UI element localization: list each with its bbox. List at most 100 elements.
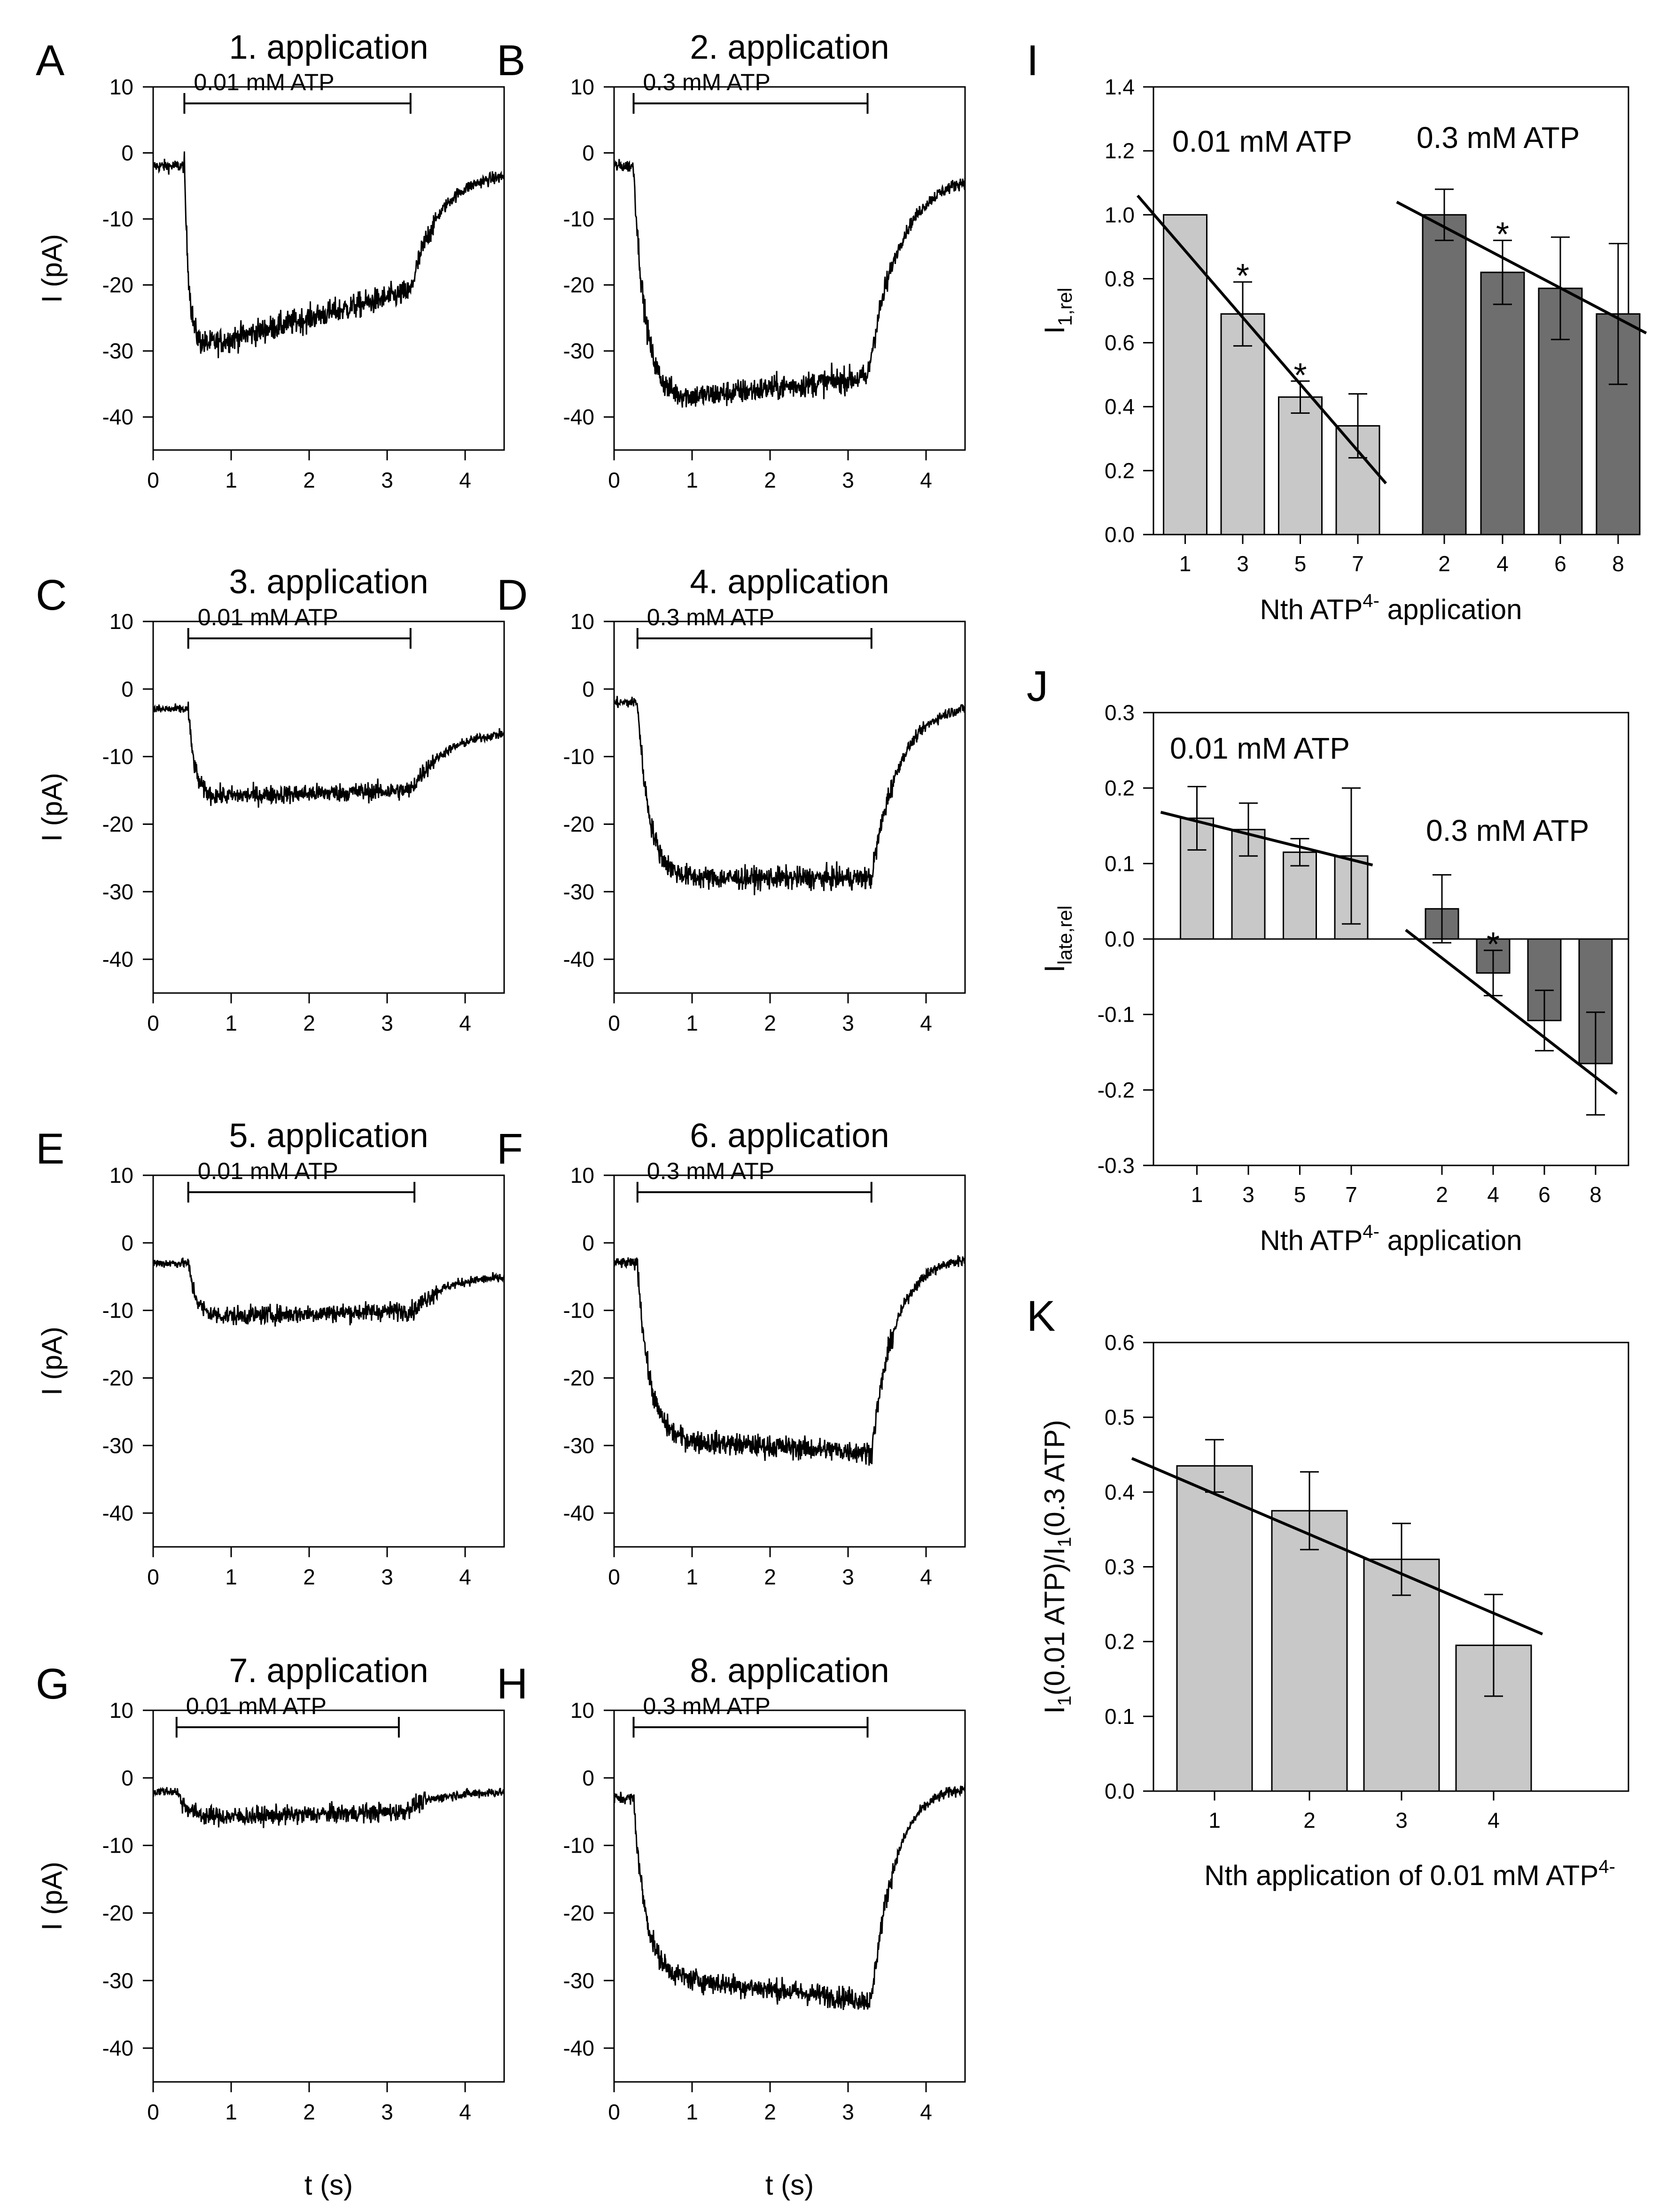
panel-label: F xyxy=(497,1125,523,1173)
trace-panel-h: H 8. application 10 0 -10 -20 -30 -40 0 1 2 3 4 t (s)… xyxy=(497,1652,966,2201)
y-tick-label: 0.3 xyxy=(1105,700,1135,725)
x-label-main: Nth ATP xyxy=(1260,1225,1363,1256)
y-tick-label: 10 xyxy=(109,1698,133,1723)
application-label: 0.3 mM ATP xyxy=(647,604,774,630)
x-tick-label: 3 xyxy=(842,1565,854,1589)
bar xyxy=(1283,851,1317,940)
y-axis-label: I1(0.01 ATP)/I1(0.3 ATP) xyxy=(1039,1420,1075,1714)
plot-frame xyxy=(152,1174,505,1548)
x-axis-label: Nth ATP4- application xyxy=(1260,1221,1522,1256)
x-tick-label: 6 xyxy=(1554,551,1566,576)
plot-frame xyxy=(613,1709,966,2083)
y-tick-label: 0.2 xyxy=(1105,458,1135,483)
x-tick-label: 2 xyxy=(764,1565,776,1589)
trace-panel-c: C 3. application 10 0 -10 -20 -30 -40 0 1 2 3 4 I (pA… xyxy=(36,563,505,1035)
y-tick-label: -20 xyxy=(102,1901,133,1925)
y-tick-label: -0.3 xyxy=(1098,1153,1135,1178)
x-tick-label: 3 xyxy=(842,1011,854,1035)
significance-star: * xyxy=(1487,926,1500,963)
panel-label: G xyxy=(36,1660,70,1708)
current-trace xyxy=(613,159,966,408)
fit-line xyxy=(1396,201,1647,334)
panel-label: B xyxy=(497,37,525,85)
y-tick-label: 10 xyxy=(570,75,594,99)
fit-line xyxy=(1160,811,1373,867)
x-tick-label: 4 xyxy=(459,1011,471,1035)
application-label: 0.01 mM ATP xyxy=(198,1158,338,1184)
x-tick-label: 0 xyxy=(147,1565,159,1589)
y-tick-label: -10 xyxy=(563,745,594,769)
panel-label: D xyxy=(497,571,528,619)
application-label: 0.01 mM ATP xyxy=(198,604,338,630)
y-tick-label: -30 xyxy=(102,1968,133,1993)
trace-panel-b: B 2. application 10 0 -10 -20 -30 -40 0 1 2 3 4 0.3 m… xyxy=(497,29,966,492)
y-tick-label: -30 xyxy=(563,1968,594,1993)
x-tick-label: 1 xyxy=(225,1011,237,1035)
y-axis-label: I (pA) xyxy=(36,1327,68,1396)
x-tick-label: 3 xyxy=(1395,1808,1408,1832)
x-tick-label: 6 xyxy=(1538,1182,1550,1207)
y-tick-label: -40 xyxy=(102,1501,133,1525)
panel-label: J xyxy=(1027,662,1048,710)
y-axis-label: I (pA) xyxy=(36,234,68,303)
y-axis-label: I (pA) xyxy=(36,773,68,842)
x-tick-label: 2 xyxy=(303,468,315,492)
y-label-part: I xyxy=(1039,1706,1070,1714)
x-tick-label: 4 xyxy=(1496,551,1509,576)
x-label-rest: application xyxy=(1379,594,1522,625)
y-tick-label: -30 xyxy=(563,1433,594,1458)
fit-line xyxy=(1137,194,1387,485)
panel-title: 5. application xyxy=(229,1117,428,1155)
y-tick-label: -10 xyxy=(563,207,594,231)
y-tick-label: 0 xyxy=(582,1766,594,1790)
y-tick-label: 0.2 xyxy=(1105,776,1135,800)
x-tick-label: 4 xyxy=(920,2100,932,2124)
plot-frame xyxy=(613,1174,966,1548)
significance-star: * xyxy=(1236,257,1249,295)
y-label-main: I xyxy=(1039,326,1070,334)
panel-label: H xyxy=(497,1660,528,1708)
y-tick-label: 10 xyxy=(109,1163,133,1187)
x-tick-label: 3 xyxy=(381,468,393,492)
panel-label: C xyxy=(36,571,67,619)
x-tick-label: 3 xyxy=(1237,551,1249,576)
application-label: 0.01 mM ATP xyxy=(186,1693,327,1719)
x-tick-label: 5 xyxy=(1294,551,1307,576)
x-tick-label: 7 xyxy=(1345,1182,1357,1207)
y-tick-label: -30 xyxy=(563,339,594,363)
x-tick-label: 1 xyxy=(1208,1808,1221,1832)
x-tick-label: 2 xyxy=(303,2100,315,2124)
y-tick-label: -10 xyxy=(563,1833,594,1858)
y-tick-label: 0.4 xyxy=(1105,1480,1135,1504)
x-tick-label: 0 xyxy=(608,1011,620,1035)
y-tick-label: 0.6 xyxy=(1105,1330,1135,1355)
x-tick-label: 4 xyxy=(459,1565,471,1589)
y-tick-label: -10 xyxy=(102,207,133,231)
x-axis-label: t (s) xyxy=(304,2169,353,2201)
current-trace xyxy=(613,1780,966,2010)
plot-frame xyxy=(613,86,966,451)
x-tick-label: 2 xyxy=(764,1011,776,1035)
y-tick-label: 0.1 xyxy=(1105,851,1135,876)
y-tick-label: 0.8 xyxy=(1105,266,1135,291)
application-label: 0.3 mM ATP xyxy=(643,69,771,95)
bar xyxy=(1163,214,1207,536)
x-tick-label: 0 xyxy=(147,1011,159,1035)
y-tick-label: 0.3 xyxy=(1105,1555,1135,1579)
panel-title: 6. application xyxy=(690,1117,889,1155)
x-tick-label: 2 xyxy=(764,2100,776,2124)
x-tick-label: 1 xyxy=(1179,551,1192,576)
group-label: 0.3 mM ATP xyxy=(1426,814,1589,847)
x-tick-label: 8 xyxy=(1612,551,1624,576)
y-tick-label: -40 xyxy=(563,2036,594,2060)
bar xyxy=(1176,1465,1253,1792)
x-tick-label: 3 xyxy=(1242,1182,1254,1207)
trace-panel-f: F 6. application 10 0 -10 -20 -30 -40 0 1 2 3 4 0.3 m… xyxy=(497,1117,966,1589)
y-tick-label: 0.0 xyxy=(1105,522,1135,547)
y-label-sub: 1 xyxy=(1054,1695,1075,1706)
y-tick-label: -0.1 xyxy=(1098,1002,1135,1027)
x-label-main: Nth ATP xyxy=(1260,594,1363,625)
bar xyxy=(1220,313,1265,536)
x-tick-label: 3 xyxy=(381,1565,393,1589)
